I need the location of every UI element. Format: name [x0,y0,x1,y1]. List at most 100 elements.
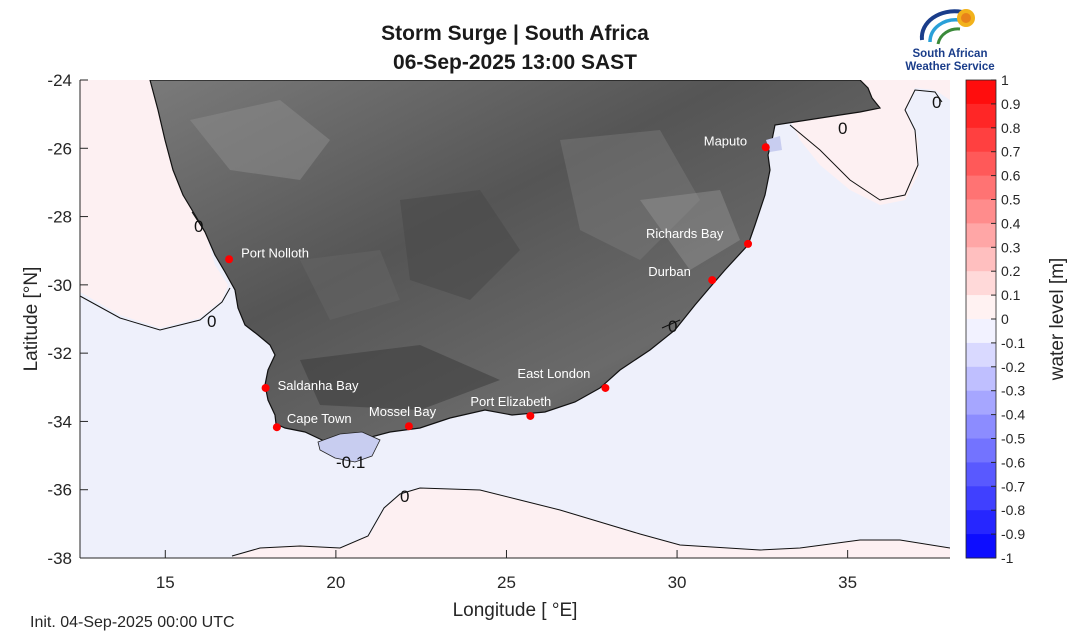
station-label: Mossel Bay [369,404,437,419]
colorbar-tick-label: -0.6 [1001,454,1025,470]
y-tick-label: -30 [47,276,72,295]
y-axis-label: Latitude [°N] [21,266,42,372]
colorbar-tick-label: 0 [1001,311,1009,327]
y-tick-label: -34 [47,412,72,431]
colorbar-tick-label: -0.9 [1001,526,1025,542]
colorbar-segment [966,366,996,392]
y-axis-ticks: -24 -26 -28 -30 -32 -34 -36 -38 [47,71,88,568]
station-marker [761,143,770,152]
y-tick-label: -38 [47,549,72,568]
positive-surge-region-south [230,488,950,558]
logo-text-line2: Weather Service [905,61,995,73]
contour-label: 0 [194,217,203,236]
colorbar-segment [966,295,996,320]
colorbar-segment [966,534,996,559]
colorbar-tick-label: -0.7 [1001,478,1025,494]
land-texture-south [300,345,500,410]
contour-zero-northeast [789,89,943,201]
contour-zero-west-upper [191,211,206,233]
station-label: Saldanha Bay [278,378,359,393]
contour-label: 0 [668,317,677,336]
station-marker [526,411,535,420]
x-axis-ticks: 15 20 25 30 35 [156,550,857,592]
land-texture-central [400,190,520,300]
station-marker [601,383,610,392]
x-tick-label: 30 [668,573,687,592]
colorbar-tick-label: 0.9 [1001,96,1021,112]
init-time-label: Init. 04-Sep-2025 00:00 UTC [30,614,235,631]
colorbar-segment [966,342,996,368]
station-marker [708,276,717,285]
colorbar-segment [966,223,996,248]
x-tick-label: 15 [156,573,175,592]
colorbar: 1 0.9 0.8 0.7 0.6 0.5 0.4 0.3 0.2 0.1 0 -0.1 -0.2 -0.… [965,72,1025,566]
colorbar-tick-label: 0.2 [1001,263,1021,279]
land-texture-plateau [190,100,330,180]
colorbar-segment [966,271,996,296]
colorbar-tick-label: 0.4 [1001,215,1021,231]
colorbar-segment [966,319,996,344]
colorbar-tick-label: 0.5 [1001,192,1021,208]
chart-subtitle: 06-Sep-2025 13:00 SAST [393,51,637,74]
colorbar-tick-label: -0.2 [1001,359,1025,375]
colorbar-segment [966,103,996,129]
saws-swirl-icon [919,9,975,45]
station-marker [744,239,753,248]
contour-zero-west [80,287,231,331]
negative-surge-agulhas [317,431,381,463]
colorbar-segment [966,510,996,535]
station-label: Cape Town [287,411,352,426]
station-marker [404,422,413,431]
colorbar-label: water level [m] [1047,257,1068,381]
colorbar-segment [966,247,996,272]
x-tick-label: 35 [838,573,857,592]
y-tick-label: -26 [47,139,72,158]
colorbar-tick-label: 0.1 [1001,287,1021,303]
colorbar-tick-label: 0.7 [1001,144,1021,160]
station-label: East London [517,366,590,381]
colorbar-segment [966,175,996,200]
colorbar-tick-label: 0.8 [1001,120,1021,136]
y-tick-label: -24 [47,71,72,90]
colorbar-tick-label: 0.6 [1001,168,1021,184]
y-tick-label: -28 [47,208,72,227]
logo-text-line1: South African [912,48,988,60]
x-tick-label: 25 [497,573,516,592]
colorbar-segment [966,414,996,439]
colorbar-tick-label: -0.1 [1001,335,1025,351]
contour-label: -0.1 [336,453,365,472]
colorbar-segment [966,486,996,511]
colorbar-tick-label: 1 [1001,72,1009,88]
colorbar-tick-label: -0.8 [1001,502,1025,518]
contour-zero-south [231,487,950,557]
colorbar-segment [966,438,996,463]
colorbar-segment [966,80,996,105]
contour-zero-east [661,319,681,329]
contour-label: 0 [932,93,941,112]
colorbar-tick-label: 0.3 [1001,239,1021,255]
colorbar-segment [966,462,996,487]
colorbar-tick-label: -0.4 [1001,407,1025,423]
contour-label: 0 [207,312,216,331]
contour-label: 0 [400,487,409,506]
contour-labels: 0 0 0 0 -0.1 0 0 [194,93,941,506]
y-tick-label: -36 [47,481,72,500]
land-texture-karoo [300,250,400,320]
chart-title: Storm Surge | South Africa [381,22,649,45]
station-label: Port Elizabeth [470,394,551,409]
colorbar-tick-label: -0.3 [1001,383,1025,399]
x-tick-label: 20 [326,573,345,592]
colorbar-segment [966,390,996,416]
colorbar-segment [966,151,996,177]
contour-label: 0 [838,119,847,138]
saws-logo: South African Weather Service [900,2,1000,76]
positive-surge-region-west [80,80,228,328]
land-mass [149,80,882,446]
stations-layer: Maputo Richards Bay Durban Port Nolloth Sald… [225,133,770,432]
negative-surge-maputo [766,136,782,152]
colorbar-segment [966,199,996,224]
station-label: Durban [648,264,691,279]
station-marker [261,383,270,392]
y-tick-label: -32 [47,344,72,363]
